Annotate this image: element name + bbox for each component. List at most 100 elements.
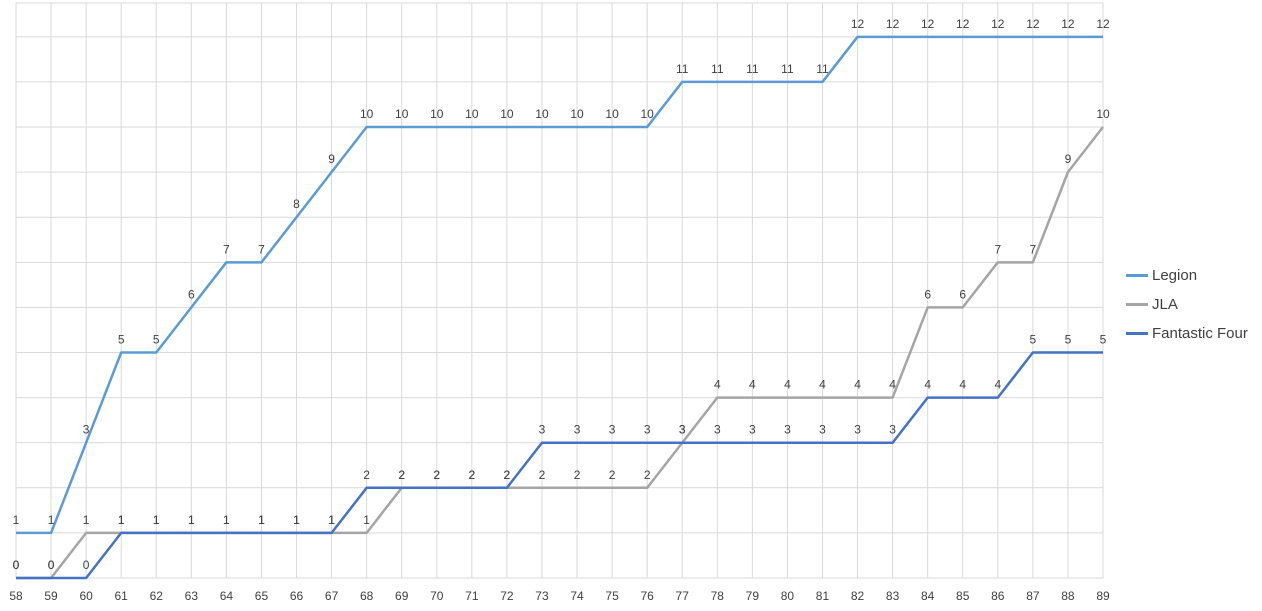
x-tick-label: 64 bbox=[220, 589, 234, 603]
data-label-fantastic-four: 0 bbox=[83, 558, 90, 572]
legend-swatch-jla bbox=[1126, 303, 1148, 306]
x-tick-label: 70 bbox=[430, 589, 444, 603]
data-label-legion: 10 bbox=[395, 107, 409, 121]
data-label-fantastic-four: 4 bbox=[924, 378, 931, 392]
x-axis-ticks: 58 59 60 61 62 63 64 65 66 67 68 69 70 71 72 73 74 75 76 77… bbox=[9, 589, 1110, 603]
data-label-fantastic-four: 3 bbox=[714, 423, 721, 437]
data-label-jla: 1 bbox=[83, 513, 90, 527]
data-label-legion: 10 bbox=[360, 107, 374, 121]
data-label-jla: 1 bbox=[328, 513, 335, 527]
x-tick-label: 73 bbox=[535, 589, 549, 603]
data-label-fantastic-four: 1 bbox=[293, 513, 300, 527]
data-label-legion: 10 bbox=[465, 107, 479, 121]
x-tick-label: 71 bbox=[465, 589, 479, 603]
legend: Legion JLA Fantastic Four bbox=[1126, 261, 1248, 348]
x-tick-label: 72 bbox=[500, 589, 514, 603]
data-label-jla: 2 bbox=[433, 468, 440, 482]
x-tick-label: 83 bbox=[886, 589, 900, 603]
legend-swatch-fantastic-four bbox=[1126, 332, 1148, 335]
data-label-legion: 10 bbox=[570, 107, 584, 121]
data-label-jla: 3 bbox=[679, 423, 686, 437]
x-tick-label: 67 bbox=[325, 589, 339, 603]
data-label-jla: 1 bbox=[363, 513, 370, 527]
legend-label-legion: Legion bbox=[1152, 267, 1198, 284]
data-label-fantastic-four: 5 bbox=[1030, 333, 1037, 347]
legend-label-jla: JLA bbox=[1152, 296, 1178, 313]
data-label-legion: 8 bbox=[293, 197, 300, 211]
data-label-jla: 1 bbox=[118, 513, 125, 527]
x-tick-label: 87 bbox=[1026, 589, 1040, 603]
x-tick-label: 60 bbox=[79, 589, 93, 603]
data-label-legion: 10 bbox=[430, 107, 444, 121]
data-label-jla: 1 bbox=[223, 513, 230, 527]
data-label-legion: 12 bbox=[991, 17, 1005, 31]
data-label-legion: 3 bbox=[83, 423, 90, 437]
data-label-legion: 5 bbox=[153, 333, 160, 347]
data-label-jla: 6 bbox=[924, 287, 931, 301]
data-label-jla: 6 bbox=[959, 287, 966, 301]
data-label-fantastic-four: 1 bbox=[258, 513, 265, 527]
data-label-legion: 12 bbox=[921, 17, 935, 31]
data-label-legion: 10 bbox=[500, 107, 514, 121]
data-label-legion: 12 bbox=[1061, 17, 1075, 31]
x-tick-label: 88 bbox=[1061, 589, 1075, 603]
data-label-jla: 1 bbox=[293, 513, 300, 527]
data-label-legion: 12 bbox=[1096, 17, 1110, 31]
x-tick-label: 63 bbox=[185, 589, 199, 603]
data-label-fantastic-four: 4 bbox=[994, 378, 1001, 392]
data-label-jla: 2 bbox=[644, 468, 651, 482]
data-label-jla: 0 bbox=[13, 558, 20, 572]
data-label-fantastic-four: 3 bbox=[749, 423, 756, 437]
data-label-jla: 4 bbox=[854, 378, 861, 392]
legend-item-fantastic-four: Fantastic Four bbox=[1126, 319, 1248, 348]
x-tick-label: 62 bbox=[150, 589, 164, 603]
data-label-jla: 2 bbox=[504, 468, 511, 482]
data-label-jla: 4 bbox=[714, 378, 721, 392]
grid bbox=[15, 2, 1104, 579]
data-label-fantastic-four: 3 bbox=[819, 423, 826, 437]
x-tick-label: 80 bbox=[781, 589, 795, 603]
x-tick-label: 69 bbox=[395, 589, 409, 603]
x-tick-label: 77 bbox=[676, 589, 690, 603]
data-label-jla: 1 bbox=[258, 513, 265, 527]
data-label-fantastic-four: 3 bbox=[679, 423, 686, 437]
data-label-jla: 9 bbox=[1065, 152, 1072, 166]
data-label-legion: 12 bbox=[956, 17, 970, 31]
data-label-legion: 12 bbox=[1026, 17, 1040, 31]
x-tick-label: 82 bbox=[851, 589, 865, 603]
data-label-fantastic-four: 4 bbox=[959, 378, 966, 392]
data-label-jla: 10 bbox=[1096, 107, 1110, 121]
data-label-legion: 10 bbox=[640, 107, 654, 121]
x-tick-label: 61 bbox=[115, 589, 129, 603]
data-label-jla: 2 bbox=[468, 468, 475, 482]
data-label-legion: 11 bbox=[711, 62, 724, 76]
data-label-fantastic-four: 0 bbox=[13, 558, 20, 572]
x-tick-label: 68 bbox=[360, 589, 374, 603]
data-label-jla: 4 bbox=[784, 378, 791, 392]
series-line-fantastic-four bbox=[16, 351, 1103, 580]
data-label-fantastic-four: 5 bbox=[1065, 333, 1072, 347]
data-label-legion: 1 bbox=[13, 513, 20, 527]
x-tick-label: 59 bbox=[44, 589, 58, 603]
legend-item-legion: Legion bbox=[1126, 261, 1248, 290]
data-label-fantastic-four: 2 bbox=[363, 468, 370, 482]
data-label-legion: 10 bbox=[535, 107, 549, 121]
data-label-legion: 6 bbox=[188, 287, 195, 301]
data-label-fantastic-four: 2 bbox=[433, 468, 440, 482]
data-label-legion: 9 bbox=[328, 152, 335, 166]
x-tick-label: 79 bbox=[746, 589, 760, 603]
data-label-fantastic-four: 1 bbox=[188, 513, 195, 527]
data-label-legion: 1 bbox=[48, 513, 55, 527]
data-label-fantastic-four: 3 bbox=[854, 423, 861, 437]
data-label-jla: 2 bbox=[539, 468, 546, 482]
x-tick-label: 74 bbox=[570, 589, 584, 603]
data-label-fantastic-four: 2 bbox=[504, 468, 511, 482]
data-label-legion: 12 bbox=[886, 17, 900, 31]
x-tick-label: 58 bbox=[9, 589, 23, 603]
data-label-fantastic-four: 3 bbox=[889, 423, 896, 437]
data-label-jla: 2 bbox=[398, 468, 405, 482]
data-label-legion: 7 bbox=[223, 242, 230, 256]
x-tick-label: 85 bbox=[956, 589, 970, 603]
